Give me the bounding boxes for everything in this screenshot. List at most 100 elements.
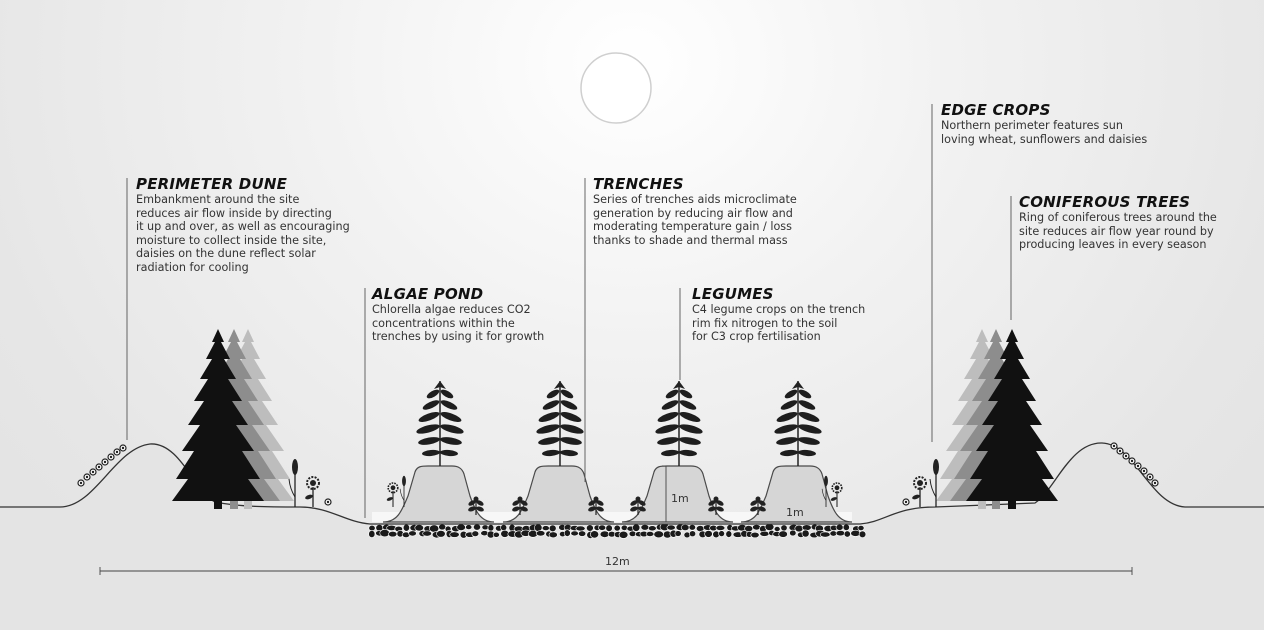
annotation-line: Ring of coniferous trees around the [1019,211,1217,224]
pebble [750,531,760,539]
pebble [647,525,657,532]
pebble [449,531,460,538]
annotation-title: TRENCHES [593,175,684,193]
pebble [438,523,447,531]
annotation-line: moderating temperature gain / loss [593,220,792,234]
annotation-line: loving wheat, sunflowers and daisies [941,132,1148,146]
pebble [842,523,850,531]
pebble [414,524,424,532]
pebble [487,524,495,532]
algae-pond [372,512,852,522]
pebble [759,530,770,537]
pebble [598,524,606,531]
ground-profile [0,442,1264,525]
pebble [586,524,594,532]
pebble [570,530,579,537]
pebble [718,530,725,537]
annotation-line: generation by reducing air flow and [593,206,793,220]
pebble [613,524,621,532]
pebble [605,524,613,532]
tree-icon [172,329,294,509]
annotation-line: moisture to collect inside the site, [136,233,327,247]
annotation-line: site reduces air flow year round by [1019,224,1214,238]
pebble [780,524,788,532]
pebble [368,524,376,532]
annotation-edge-crops: EDGE CROPS Northern perimeter features s… [941,102,1171,146]
pebble [835,523,844,531]
annotation-line: Series of trenches aids microclimate [593,193,797,206]
pebble [704,530,713,538]
annotation-line: it up and over, as well as encouraging [136,220,350,234]
pebble [368,530,376,538]
pebble [680,524,690,531]
pebble [436,530,446,538]
pebble [589,530,599,539]
height-dimension-label: 1m [671,492,689,505]
annotation-line: reduces air flow inside by directing [136,206,332,220]
annotation-line: for C3 crop fertilisation [692,330,821,344]
pebble [402,523,410,532]
annotation-line: Chlorella algae reduces CO2 [372,303,531,316]
pebble [408,530,417,537]
pebble [481,524,489,531]
pebble [653,530,664,539]
pebble [715,525,726,531]
pebble [578,530,587,537]
pebble [388,530,398,538]
annotation-algae-pond: ALGAE POND Chlorella algae reduces CO2 c… [372,286,572,344]
annotation-line: Embankment around the site [136,193,300,206]
pebble [773,526,781,532]
annotation-line: Northern perimeter features sun [941,119,1123,132]
pebble [492,531,500,538]
annotation-trenches: TRENCHES Series of trenches aids microcl… [593,176,823,247]
pebble [674,530,682,537]
pebble [666,524,676,531]
pebble [548,524,557,532]
annotation-title: ALGAE POND [372,285,484,303]
annotation-line: daisies on the dune reflect solar [136,247,316,261]
pebble [850,529,861,537]
pebble [843,530,851,538]
annotation-title: EDGE CROPS [941,101,1051,119]
pebble [535,530,546,537]
annotation-line: C4 legume crops on the trench [692,303,866,316]
annotation-perimeter-dune: PERIMETER DUNE Embankment around the sit… [136,176,366,275]
pebble [801,524,812,531]
pebble [778,530,788,538]
pebble [575,525,586,532]
sunflower-icon [303,476,927,508]
annotation-line: thanks to shade and thermal mass [593,233,788,247]
annotation-coniferous-trees: CONIFEROUS TREES Ring of coniferous tree… [1019,194,1244,252]
pebble [744,525,754,533]
dimension-lines [99,465,1133,575]
pebble [541,525,550,531]
plant-icon [414,380,824,467]
pebble [620,524,628,531]
sun-icon [580,52,652,124]
pebble [379,529,390,538]
leader-lines [126,104,1012,518]
pebble [725,530,733,538]
pebble [858,530,867,538]
pebble [618,530,629,539]
annotation-title: PERIMETER DUNE [136,175,288,193]
tree-icon [936,329,1058,509]
pebble [632,523,641,532]
pebble [801,529,810,538]
pebble [456,523,466,531]
pebble [465,524,473,530]
pebble [548,531,558,539]
annotation-line: rim fix nitrogen to the soil [692,316,838,330]
pebble [563,529,571,537]
annotation-line: radiation for cooling [136,260,249,274]
pebble [500,524,508,532]
pebble [645,531,655,537]
pebble [471,530,480,537]
annotation-line: trenches by using it for growth [372,330,545,344]
annotation-line: producing leaves in every season [1019,238,1207,252]
annotation-legumes: LEGUMES C4 legume crops on the trench ri… [692,286,892,344]
pebble [857,525,865,531]
annotation-line: concentrations within the [372,316,515,330]
overall-dimension-label: 12m [605,555,630,568]
